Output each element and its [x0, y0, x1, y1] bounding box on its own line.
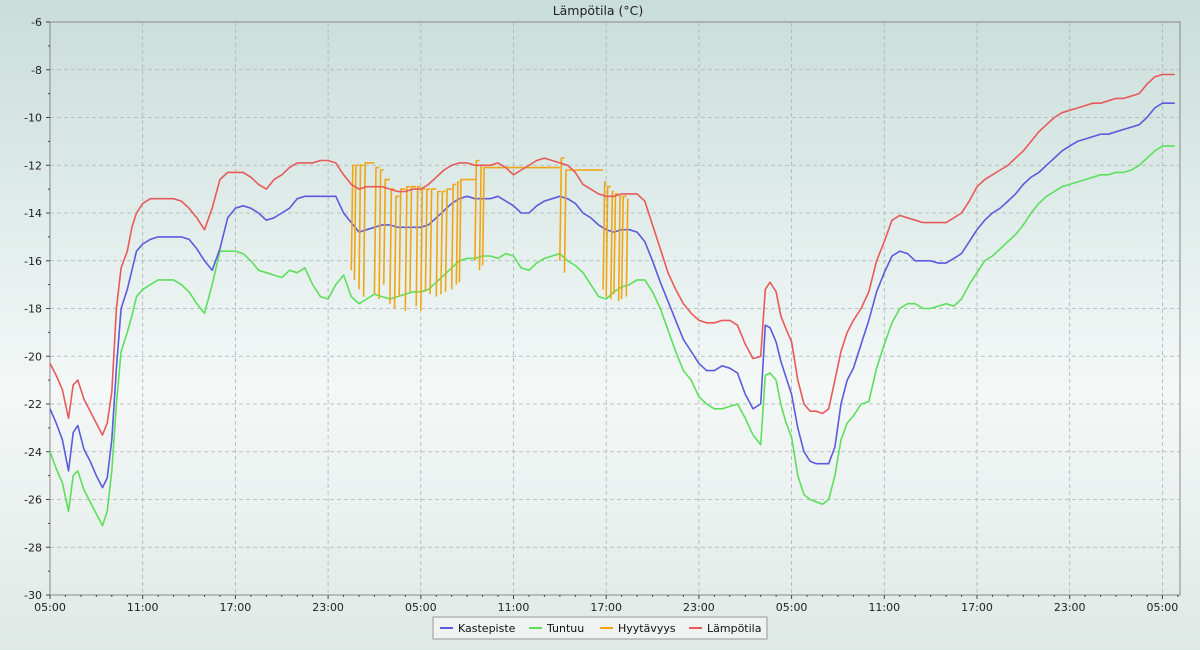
- y-tick-label: -6: [31, 16, 42, 29]
- x-tick-label: 23:00: [312, 601, 344, 614]
- y-tick-label: -8: [31, 64, 42, 77]
- legend-label: Hyytävyys: [618, 622, 676, 635]
- x-tick-label: 11:00: [127, 601, 159, 614]
- legend-label: Kastepiste: [458, 622, 516, 635]
- y-tick-label: -10: [24, 112, 42, 125]
- x-tick-label: 05:00: [405, 601, 437, 614]
- x-tick-label: 17:00: [220, 601, 252, 614]
- x-tick-label: 17:00: [590, 601, 622, 614]
- y-tick-label: -14: [24, 207, 42, 220]
- legend-label: Lämpötila: [707, 622, 761, 635]
- x-tick-label: 23:00: [683, 601, 715, 614]
- legend-label: Tuntuu: [546, 622, 584, 635]
- x-tick-label: 05:00: [1147, 601, 1179, 614]
- x-tick-label: 05:00: [34, 601, 66, 614]
- grid: [50, 22, 1180, 595]
- y-tick-label: -30: [24, 589, 42, 602]
- y-axis: -30 -28 -26 -24 -22 -20 -18 -16 -14 -12 -10 -8 -6: [24, 16, 50, 602]
- x-tick-label: 11:00: [498, 601, 530, 614]
- y-tick-label: -28: [24, 541, 42, 554]
- y-tick-label: -18: [24, 303, 42, 316]
- y-tick-label: -20: [24, 350, 42, 363]
- x-tick-label: 11:00: [868, 601, 900, 614]
- legend: Kastepiste Tuntuu Hyytävyys Lämpötila: [432, 616, 768, 640]
- y-tick-label: -16: [24, 255, 42, 268]
- y-tick-label: -24: [24, 446, 42, 459]
- chart-title: Lämpötila (°C): [553, 3, 644, 18]
- x-tick-label: 05:00: [776, 601, 808, 614]
- series-line-3: [49, 73, 1175, 436]
- y-tick-label: -22: [24, 398, 42, 411]
- series-line-2: [350, 157, 629, 311]
- series-line-1: [49, 145, 1175, 527]
- series-line-0: [49, 102, 1175, 489]
- series-layer: [49, 73, 1175, 527]
- x-tick-label: 17:00: [961, 601, 993, 614]
- x-axis: 05:00 11:00 17:00 23:00 05:00 11:00 17:00 23:00…: [34, 595, 1179, 614]
- x-tick-label: 23:00: [1054, 601, 1086, 614]
- y-tick-label: -12: [24, 159, 42, 172]
- y-tick-label: -26: [24, 494, 42, 507]
